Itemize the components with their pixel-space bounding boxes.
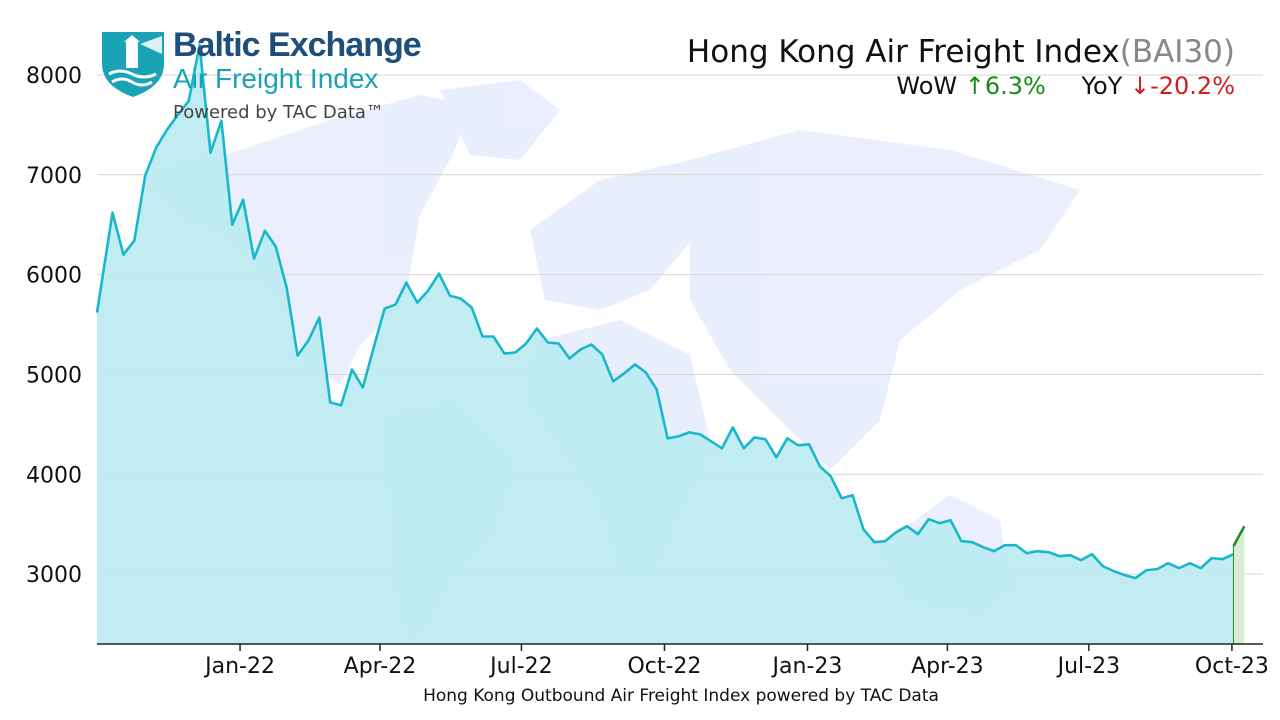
y-tick-label-6000: 6000 xyxy=(26,264,82,289)
wow-up-arrow-icon: ↑ xyxy=(964,72,985,100)
x-tick-label-Apr-22: Apr-22 xyxy=(344,654,417,679)
x-tick-label-Jul-22: Jul-22 xyxy=(488,654,552,679)
title-main: Hong Kong Air Freight Index xyxy=(686,34,1120,70)
chart-title: Hong Kong Air Freight Index(BAI30) xyxy=(687,34,1235,70)
x-tick-label-Jan-22: Jan-22 xyxy=(203,654,275,679)
europe-shape xyxy=(530,160,700,310)
powered-by-text: Powered by TAC Data™ xyxy=(173,102,384,123)
latest-week-area-fill xyxy=(1233,526,1245,644)
series-layer xyxy=(95,43,1246,644)
yoy-value: -20.2% xyxy=(1150,72,1235,100)
greenland-shape xyxy=(440,80,560,160)
x-axis: Jan-22 Apr-22 Jul-22 Oct-22 Jan-23 Apr-23 Jul-… xyxy=(97,643,1269,679)
baltic-logo: Baltic Exchange Air Freight Index Powere… xyxy=(100,26,430,128)
title-block: Hong Kong Air Freight Index(BAI30) WoW ↑… xyxy=(687,34,1235,100)
latest-week-line xyxy=(1232,525,1246,547)
asia-shape xyxy=(690,130,1080,470)
series-area-fill xyxy=(97,44,1234,644)
x-tick-label-Oct-22: Oct-22 xyxy=(627,654,701,679)
yoy-down-arrow-icon: ↓ xyxy=(1129,72,1151,100)
y-tick-label-7000: 7000 xyxy=(26,164,82,189)
stats-line: WoW ↑6.3% YoY ↓-20.2% xyxy=(687,72,1235,100)
title-code: (BAI30) xyxy=(1119,34,1235,70)
x-tick-label-Jul-23: Jul-23 xyxy=(1056,654,1120,679)
x-tick-label-Oct-23: Oct-23 xyxy=(1195,654,1269,679)
x-tick-label-Jan-23: Jan-23 xyxy=(771,654,843,679)
y-tick-label-4000: 4000 xyxy=(26,463,82,488)
brand-line-2: Air Freight Index xyxy=(173,63,379,94)
x-axis-label: Hong Kong Outbound Air Freight Index pow… xyxy=(423,686,939,706)
y-tick-label-8000: 8000 xyxy=(26,64,82,89)
brand-line-1: Baltic Exchange xyxy=(173,26,422,64)
y-axis-ticks: 3000 4000 5000 6000 7000 8000 xyxy=(26,64,82,588)
wow-label: WoW xyxy=(896,72,958,100)
x-tick-label-Apr-23: Apr-23 xyxy=(911,654,984,679)
wow-value: 6.3% xyxy=(984,72,1046,100)
yoy-label: YoY xyxy=(1081,72,1123,100)
y-tick-label-3000: 3000 xyxy=(26,563,82,588)
lighthouse-logo-icon xyxy=(102,32,164,97)
y-tick-label-5000: 5000 xyxy=(26,363,82,388)
series-line xyxy=(95,43,1235,580)
